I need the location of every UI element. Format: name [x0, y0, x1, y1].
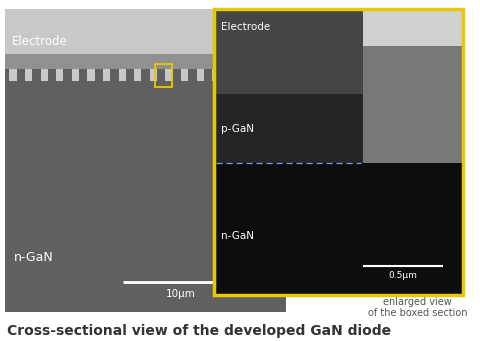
- Bar: [212, 69, 219, 81]
- Bar: [119, 69, 126, 81]
- Text: Electrode: Electrode: [12, 35, 68, 48]
- Bar: [214, 94, 363, 163]
- Bar: [5, 54, 286, 69]
- Bar: [197, 69, 204, 81]
- Bar: [155, 64, 172, 87]
- Bar: [25, 69, 32, 81]
- Bar: [5, 9, 286, 69]
- Text: n-GaN: n-GaN: [13, 251, 53, 264]
- Bar: [214, 9, 463, 295]
- Bar: [41, 69, 48, 81]
- Bar: [181, 69, 188, 81]
- Text: 10μm: 10μm: [166, 289, 195, 299]
- Bar: [275, 69, 282, 81]
- Bar: [214, 9, 363, 94]
- Bar: [103, 69, 110, 81]
- Bar: [243, 69, 251, 81]
- Bar: [214, 9, 363, 94]
- Text: Electrode: Electrode: [221, 22, 270, 32]
- Bar: [72, 69, 79, 81]
- Text: enlarged view
of the boxed section: enlarged view of the boxed section: [368, 297, 468, 318]
- Bar: [214, 163, 463, 295]
- Bar: [87, 69, 95, 81]
- Bar: [214, 9, 463, 46]
- Text: n-GaN: n-GaN: [221, 231, 254, 241]
- Bar: [5, 9, 286, 312]
- Bar: [166, 69, 173, 81]
- Bar: [228, 69, 235, 81]
- Text: p-GaN: p-GaN: [221, 124, 254, 134]
- Bar: [150, 69, 157, 81]
- Bar: [56, 69, 63, 81]
- Bar: [363, 9, 463, 163]
- Bar: [134, 69, 142, 81]
- Bar: [10, 69, 17, 81]
- Text: Cross-sectional view of the developed GaN diode: Cross-sectional view of the developed Ga…: [7, 324, 391, 338]
- Text: 0.5μm: 0.5μm: [389, 271, 418, 280]
- Bar: [214, 9, 463, 295]
- Bar: [259, 69, 266, 81]
